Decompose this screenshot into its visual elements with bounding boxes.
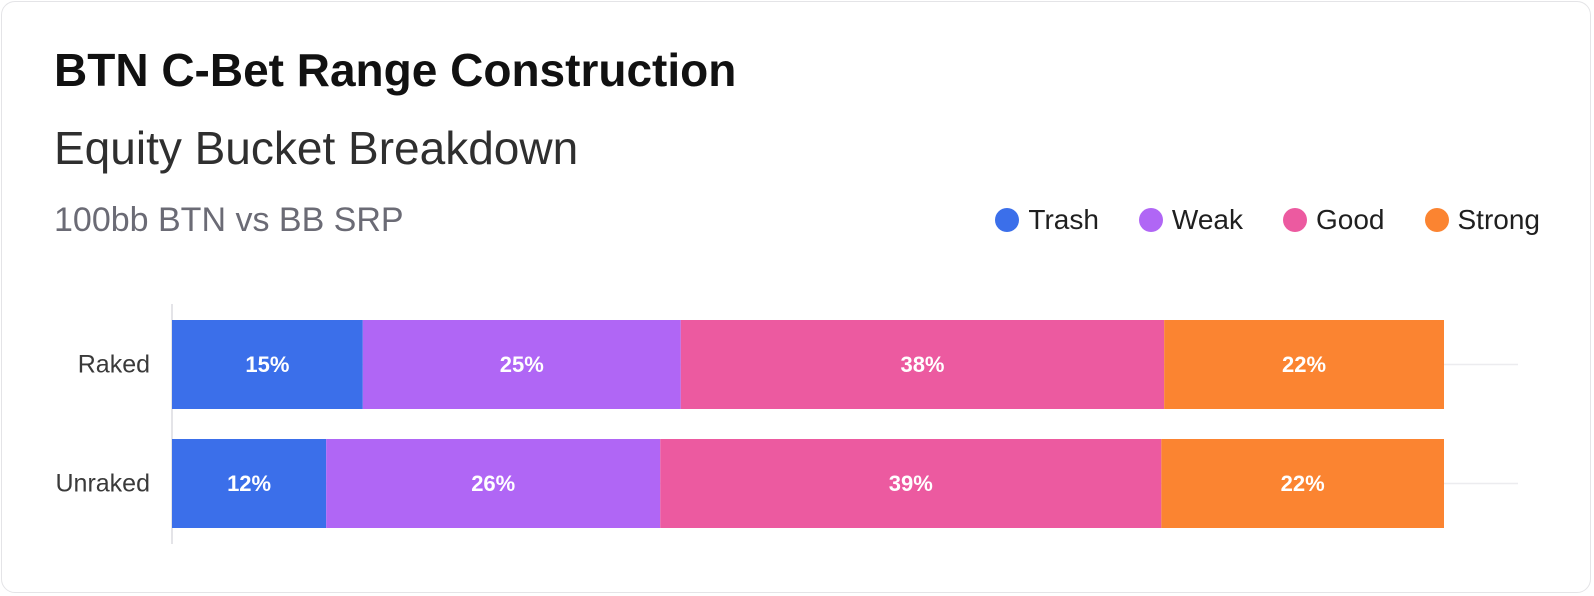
bar-segment-weak <box>326 439 661 528</box>
data-label: 12% <box>227 471 271 496</box>
bar-segment-good <box>660 439 1162 528</box>
bar-segment-trash <box>172 439 327 528</box>
data-label: 15% <box>245 352 289 377</box>
category-label: Unraked <box>56 470 151 498</box>
bar-segment-strong <box>1161 439 1444 528</box>
category-label: Raked <box>78 351 150 379</box>
bar-segment-weak <box>362 320 681 409</box>
data-label: 26% <box>471 471 515 496</box>
legend-item-weak: Weak <box>1138 204 1243 236</box>
bar-segment-trash <box>172 320 363 409</box>
legend-item-strong: Strong <box>1424 204 1541 236</box>
legend-swatch-weak <box>1138 208 1163 232</box>
chart-title: BTN C-Bet Range Construction <box>54 44 737 96</box>
legend-label-strong: Strong <box>1457 204 1541 235</box>
data-label: 38% <box>900 352 944 377</box>
legend-label-good: Good <box>1316 204 1385 235</box>
legend-item-trash: Trash <box>995 204 1099 236</box>
legend-label-trash: Trash <box>1028 204 1099 235</box>
chart-context-label: 100bb BTN vs BB SRP <box>54 201 404 239</box>
legend-label-weak: Weak <box>1171 204 1243 235</box>
chart-subtitle: Equity Bucket Breakdown <box>54 122 579 174</box>
data-label: 22% <box>1281 471 1325 496</box>
legend-swatch-good <box>1283 208 1307 232</box>
data-label: 39% <box>889 471 933 496</box>
legend-swatch-trash <box>995 208 1020 232</box>
data-label: 25% <box>500 352 544 377</box>
data-label: 22% <box>1282 352 1326 377</box>
bar-segment-good <box>680 320 1165 409</box>
chart-legend: Trash Weak Good Strong <box>995 200 1540 240</box>
bar-segment-strong <box>1164 320 1444 409</box>
legend-item-good: Good <box>1283 204 1385 236</box>
legend-swatch-strong <box>1424 208 1449 232</box>
